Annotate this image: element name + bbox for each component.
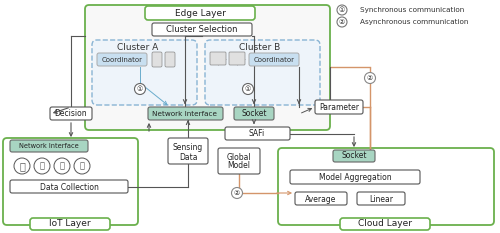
Text: 💡: 💡: [80, 161, 84, 171]
FancyBboxPatch shape: [30, 218, 110, 230]
Text: Decision: Decision: [54, 110, 88, 119]
Text: Model Aggregation: Model Aggregation: [318, 172, 392, 182]
Text: 🔧: 🔧: [40, 161, 44, 171]
Text: Sensing: Sensing: [173, 144, 203, 153]
Circle shape: [364, 72, 376, 83]
Text: 📊: 📊: [60, 161, 64, 171]
Text: Data Collection: Data Collection: [40, 182, 98, 192]
Circle shape: [34, 158, 50, 174]
FancyBboxPatch shape: [205, 40, 320, 105]
FancyBboxPatch shape: [85, 5, 330, 130]
FancyBboxPatch shape: [357, 192, 405, 205]
FancyBboxPatch shape: [10, 180, 128, 193]
Text: Asynchronous communication: Asynchronous communication: [360, 19, 469, 25]
FancyBboxPatch shape: [3, 138, 138, 225]
Text: Cluster B: Cluster B: [240, 44, 281, 52]
FancyBboxPatch shape: [290, 170, 420, 184]
Text: ②: ②: [339, 19, 345, 25]
FancyBboxPatch shape: [278, 148, 494, 225]
Text: ①: ①: [245, 86, 251, 92]
Circle shape: [134, 83, 145, 95]
Text: Parameter: Parameter: [319, 103, 359, 112]
Text: ①: ①: [339, 7, 345, 13]
Text: ①: ①: [137, 86, 143, 92]
FancyBboxPatch shape: [152, 52, 162, 67]
Text: Edge Layer: Edge Layer: [174, 10, 226, 18]
Text: IoT Layer: IoT Layer: [49, 219, 91, 229]
FancyBboxPatch shape: [225, 127, 290, 140]
Text: Network Interface: Network Interface: [152, 111, 218, 117]
FancyBboxPatch shape: [168, 138, 208, 164]
FancyBboxPatch shape: [234, 107, 274, 120]
Text: 🌡: 🌡: [19, 161, 25, 171]
FancyBboxPatch shape: [92, 40, 197, 105]
FancyBboxPatch shape: [315, 100, 363, 114]
FancyBboxPatch shape: [333, 150, 375, 162]
Text: Synchronous communication: Synchronous communication: [360, 7, 464, 13]
FancyBboxPatch shape: [145, 6, 255, 20]
FancyBboxPatch shape: [340, 218, 430, 230]
FancyBboxPatch shape: [152, 23, 252, 36]
Circle shape: [242, 83, 254, 95]
FancyBboxPatch shape: [10, 140, 88, 152]
Text: Cluster Selection: Cluster Selection: [166, 25, 238, 34]
FancyBboxPatch shape: [97, 53, 147, 66]
Text: Global: Global: [226, 153, 252, 161]
FancyBboxPatch shape: [148, 107, 223, 120]
Text: Coordinator: Coordinator: [254, 57, 294, 63]
Text: Data: Data: [179, 153, 197, 161]
Circle shape: [54, 158, 70, 174]
FancyBboxPatch shape: [165, 52, 175, 67]
Text: SAFi: SAFi: [249, 130, 265, 138]
Circle shape: [337, 17, 347, 27]
FancyBboxPatch shape: [249, 53, 299, 66]
Text: ②: ②: [367, 75, 373, 81]
Text: ②: ②: [234, 190, 240, 196]
Circle shape: [232, 188, 242, 199]
Text: Model: Model: [228, 161, 250, 169]
Text: Cluster A: Cluster A: [118, 44, 158, 52]
FancyBboxPatch shape: [295, 192, 347, 205]
FancyBboxPatch shape: [50, 107, 92, 120]
Text: Coordinator: Coordinator: [102, 57, 142, 63]
Circle shape: [337, 5, 347, 15]
Text: Socket: Socket: [341, 151, 367, 161]
FancyBboxPatch shape: [210, 52, 226, 65]
Circle shape: [74, 158, 90, 174]
Text: Average: Average: [306, 195, 336, 203]
Circle shape: [14, 158, 30, 174]
Text: Socket: Socket: [241, 110, 267, 119]
Text: Network Interface: Network Interface: [19, 143, 79, 149]
FancyBboxPatch shape: [229, 52, 245, 65]
FancyBboxPatch shape: [218, 148, 260, 174]
Text: Linear: Linear: [369, 195, 393, 203]
Text: Cloud Layer: Cloud Layer: [358, 219, 412, 229]
